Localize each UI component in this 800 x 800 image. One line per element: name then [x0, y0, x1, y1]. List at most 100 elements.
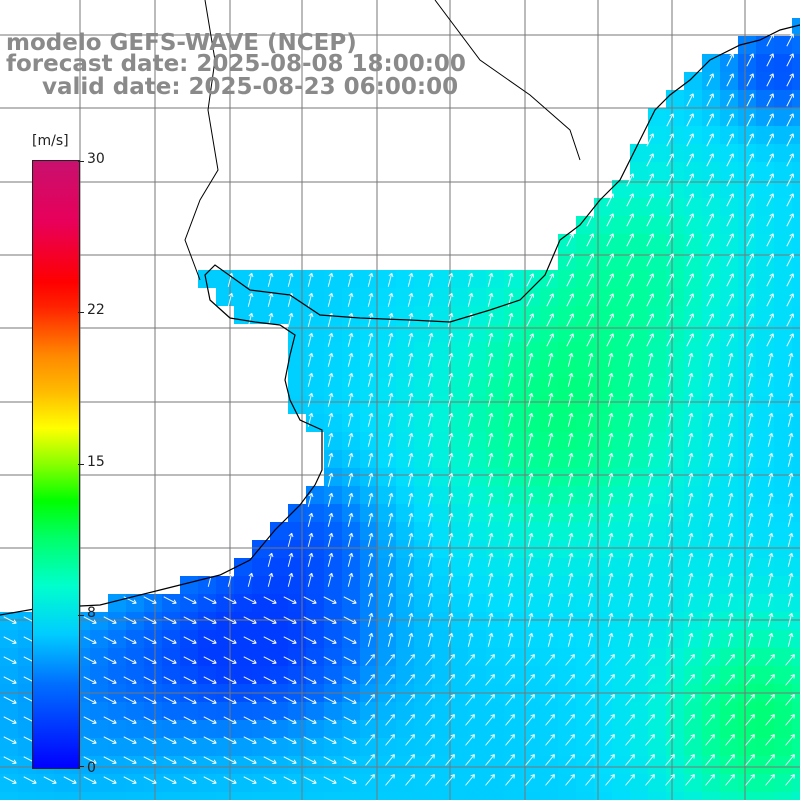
wind-arrow	[746, 173, 755, 187]
wind-speed-cell	[594, 648, 612, 666]
wind-arrow	[745, 774, 755, 786]
wind-speed-cell	[504, 306, 522, 324]
wind-arrow	[587, 512, 594, 527]
wind-speed-cell	[0, 792, 18, 800]
wind-speed-cell	[720, 162, 738, 180]
wind-arrow	[103, 696, 117, 705]
wind-arrow	[507, 352, 514, 367]
wind-speed-cell	[684, 342, 702, 360]
wind-arrow	[605, 734, 615, 746]
wind-speed-cell	[720, 504, 738, 522]
wind-arrow	[786, 93, 795, 107]
wind-arrow	[786, 293, 795, 307]
colorbar-tick	[78, 464, 84, 465]
wind-speed-cell	[756, 648, 774, 666]
wind-arrow	[545, 714, 555, 726]
wind-speed-cell	[684, 234, 702, 252]
wind-speed-cell	[792, 270, 800, 288]
wind-arrow	[606, 193, 615, 207]
wind-arrow	[405, 654, 415, 666]
wind-arrow	[387, 272, 394, 287]
wind-arrow	[587, 432, 594, 447]
wind-speed-cell	[684, 378, 702, 396]
wind-arrow	[303, 696, 317, 705]
wind-arrow	[103, 656, 117, 665]
wind-speed-cell	[792, 594, 800, 612]
wind-speed-cell	[540, 270, 558, 288]
wind-speed-cell	[378, 342, 396, 360]
wind-arrow	[586, 293, 595, 307]
wind-arrow	[365, 654, 375, 666]
wind-arrow	[587, 412, 594, 427]
wind-speed-cell	[558, 306, 576, 324]
wind-speed-cell	[396, 792, 414, 800]
wind-speed-cell	[432, 342, 450, 360]
wind-arrow	[407, 352, 414, 367]
wind-arrow	[627, 412, 634, 427]
wind-speed-cell	[720, 288, 738, 306]
wind-arrow	[787, 632, 794, 647]
wind-speed-cell	[468, 648, 486, 666]
wind-speed-cell	[774, 720, 792, 738]
wind-speed-cell	[792, 468, 800, 486]
wind-speed-cell	[774, 396, 792, 414]
wind-arrow	[726, 253, 735, 267]
wind-speed-cell	[720, 630, 738, 648]
wind-arrow	[725, 674, 735, 686]
wind-speed-cell	[648, 108, 666, 126]
wind-arrow	[586, 233, 595, 247]
wind-speed-cell	[306, 540, 324, 558]
wind-speed-cell	[666, 486, 684, 504]
wind-speed-cell	[720, 144, 738, 162]
wind-arrow	[343, 716, 357, 725]
wind-speed-cell	[180, 576, 198, 594]
wind-speed-cell	[576, 792, 594, 800]
wind-speed-cell	[324, 414, 342, 432]
wind-arrow	[647, 412, 654, 427]
wind-arrow	[323, 716, 337, 725]
wind-arrow	[163, 696, 177, 705]
wind-arrow	[787, 412, 794, 427]
wind-arrow	[467, 352, 474, 367]
wind-arrow	[327, 492, 334, 507]
wind-arrow	[505, 654, 515, 666]
wind-arrow	[243, 636, 257, 645]
wind-arrow	[23, 776, 37, 785]
wind-speed-cell	[558, 702, 576, 720]
wind-arrow	[705, 774, 715, 786]
wind-speed-cell	[432, 306, 450, 324]
wind-arrow	[625, 694, 635, 706]
wind-speed-cell	[396, 342, 414, 360]
wind-speed-cell	[414, 558, 432, 576]
wind-arrow	[487, 632, 494, 647]
coastline-path	[0, 24, 800, 616]
wind-speed-cell	[720, 342, 738, 360]
wind-speed-cell	[738, 558, 756, 576]
wind-arrow	[706, 253, 715, 267]
wind-speed-cell	[360, 702, 378, 720]
wind-arrow	[427, 512, 434, 527]
wind-speed-cell	[216, 630, 234, 648]
wind-speed-cell	[522, 666, 540, 684]
wind-speed-cell	[648, 504, 666, 522]
wind-speed-cell	[666, 792, 684, 800]
wind-speed-cell	[234, 702, 252, 720]
wind-speed-cell	[0, 738, 18, 756]
wind-arrow	[787, 392, 794, 407]
wind-speed-cell	[648, 558, 666, 576]
wind-speed-cell	[540, 486, 558, 504]
wind-speed-cell	[792, 396, 800, 414]
wind-arrow	[407, 552, 414, 567]
wind-arrow	[627, 492, 634, 507]
wind-arrow	[566, 273, 575, 287]
wind-speed-cell	[666, 342, 684, 360]
wind-arrow	[627, 572, 634, 587]
wind-speed-cell	[666, 198, 684, 216]
wind-arrow	[367, 332, 374, 347]
wind-speed-cell	[576, 738, 594, 756]
wind-arrow	[706, 113, 715, 127]
wind-arrow	[646, 213, 655, 227]
wind-arrow	[607, 612, 614, 627]
wind-speed-cell	[558, 288, 576, 306]
wind-speed-cell	[360, 648, 378, 666]
